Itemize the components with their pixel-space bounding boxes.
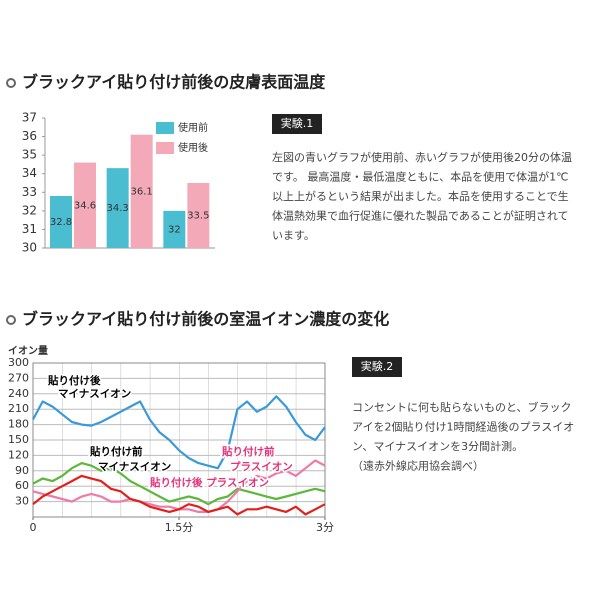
data-label: 33.5 <box>187 211 209 222</box>
bar <box>187 183 210 248</box>
line <box>32 395 326 470</box>
y-axis-label: イオン量 <box>8 344 48 357</box>
y-tick-label: 30 <box>22 241 37 255</box>
experiment-box <box>352 357 402 377</box>
paragraph-line: 体温熱効果で血行促進に優れた製品であることが証明されて <box>272 209 569 223</box>
y-tick-label: 34 <box>22 166 37 180</box>
y-tick-label: 31 <box>22 222 37 236</box>
annotation: マイナスイオン <box>98 461 171 473</box>
data-label: 34.3 <box>107 203 129 214</box>
x-tick-label: 1.5分 <box>165 521 194 534</box>
y-tick-label: 35 <box>22 148 37 162</box>
line <box>32 462 326 506</box>
section-heading: ブラックアイ貼り付け前後の皮膚表面温度 <box>22 73 326 92</box>
paragraph-line: です。 最高温度・最低温度ともに、本品を使用で体温が1℃ <box>272 170 568 184</box>
y-tick-label: 60 <box>15 479 29 492</box>
y-tick-label: 180 <box>8 418 29 431</box>
y-tick-label: 270 <box>8 371 29 384</box>
data-label: 36.1 <box>131 186 153 197</box>
annotation: 貼り付け前 <box>89 445 143 458</box>
bar <box>130 134 153 248</box>
experiment-box <box>272 114 322 134</box>
paragraph-line: （遠赤外線応用協会調べ） <box>352 459 484 473</box>
y-tick-label: 32 <box>22 203 37 217</box>
paragraph-line: います。 <box>272 229 315 242</box>
heading-icon <box>6 315 16 325</box>
paragraph-line: 以上上がるという結果が出ました。本品を使用することで生 <box>272 189 569 203</box>
y-tick-label: 240 <box>8 387 29 400</box>
experiment-label: 実験.2 <box>361 359 394 373</box>
y-tick-label: 90 <box>15 464 29 477</box>
bar <box>50 196 72 248</box>
legend-swatch <box>156 122 174 134</box>
annotation: 貼り付け後 <box>47 374 101 387</box>
annotation: プラスイオン <box>230 460 293 473</box>
y-tick-label: 210 <box>8 402 29 415</box>
legend-label: 使用後 <box>178 141 208 154</box>
heading-icon <box>6 78 16 88</box>
paragraph-line: コンセントに何も貼らないものと、ブラック <box>352 400 572 414</box>
annotation: マイナスイオン <box>58 388 131 400</box>
annotation: 貼り付け前 <box>221 445 275 458</box>
y-tick-label: 36 <box>22 129 37 143</box>
data-label: 34.6 <box>74 200 96 211</box>
paragraph-line: アイを2個貼り付け1時間経過後のプラスイオ <box>352 420 574 434</box>
y-tick-label: 33 <box>22 185 37 199</box>
bar <box>163 210 186 248</box>
legend-label: 使用前 <box>178 121 208 134</box>
x-tick-label: 0 <box>30 521 37 534</box>
y-tick-label: 150 <box>8 433 29 446</box>
y-tick-label: 37 <box>22 111 37 125</box>
y-tick-label: 30 <box>15 495 29 508</box>
bar <box>74 162 96 248</box>
section-heading: ブラックアイ貼り付け前後の室温イオン濃度の変化 <box>22 310 389 329</box>
paragraph-line: 左図の青いグラフが使用前、赤いグラフが使用後20分の体温 <box>272 150 572 164</box>
bar <box>106 168 129 248</box>
legend-swatch <box>156 142 174 154</box>
experiment-label: 実験.1 <box>281 116 314 130</box>
data-label: 32 <box>168 224 181 235</box>
y-tick-label: 120 <box>8 448 29 461</box>
paragraph-line: ン、マイナスイオンを3分間計測。 <box>352 439 523 453</box>
y-tick-label: 300 <box>8 356 29 369</box>
plot-frame <box>32 362 326 518</box>
annotation: 貼り付け後 プラスイオン <box>149 476 269 489</box>
x-tick-label: 3分 <box>316 521 334 534</box>
data-label: 32.8 <box>50 217 72 228</box>
line <box>32 474 326 516</box>
